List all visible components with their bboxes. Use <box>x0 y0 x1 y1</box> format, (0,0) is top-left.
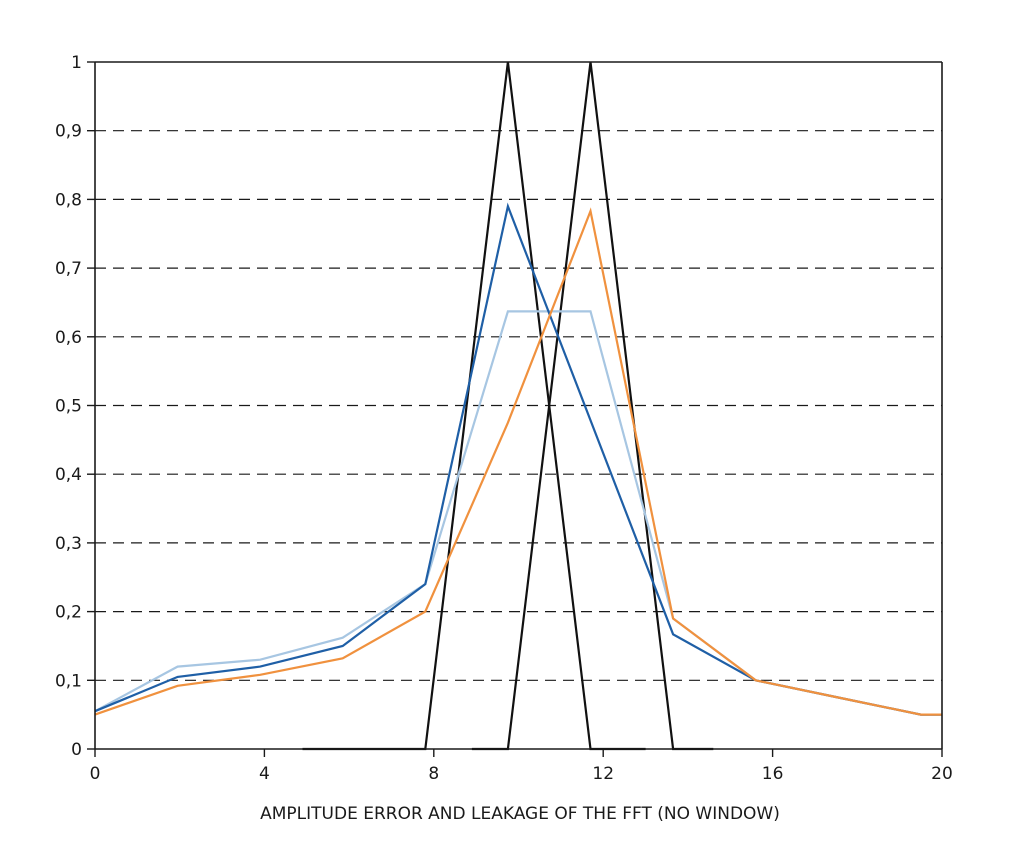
x-tick-label-4: 16 <box>762 764 784 784</box>
y-tick-label-1: 0,1 <box>55 671 82 691</box>
y-tick-label-0: 0 <box>71 740 82 760</box>
axes <box>87 61 943 757</box>
series-line-4 <box>94 207 942 716</box>
grid-lines <box>95 130 942 681</box>
y-tick-label-10: 1 <box>71 53 82 73</box>
series-line-3 <box>94 202 942 716</box>
y-tick-label-7: 0,7 <box>55 259 82 279</box>
y-tick-label-6: 0,6 <box>55 328 82 348</box>
y-tick-label-2: 0,2 <box>55 603 82 623</box>
tick-labels: 0 0,1 0,2 0,3 0,4 0,5 0,6 0,7 0,8 0,9 1 0 4 8 12 16 20 <box>55 53 953 784</box>
x-tick-label-3: 12 <box>592 764 614 784</box>
x-tick-label-1: 4 <box>259 764 270 784</box>
x-tick-label-2: 8 <box>428 764 439 784</box>
x-tick-label-0: 0 <box>90 764 101 784</box>
y-tick-label-4: 0,4 <box>55 465 82 485</box>
y-tick-label-5: 0,5 <box>55 397 82 417</box>
x-axis-title: AMPLITUDE ERROR AND LEAKAGE OF THE FFT (… <box>260 804 780 824</box>
y-tick-label-8: 0,8 <box>55 190 82 210</box>
y-tick-label-9: 0,9 <box>55 122 82 142</box>
x-tick-label-5: 20 <box>931 764 953 784</box>
y-tick-label-3: 0,3 <box>55 534 82 554</box>
